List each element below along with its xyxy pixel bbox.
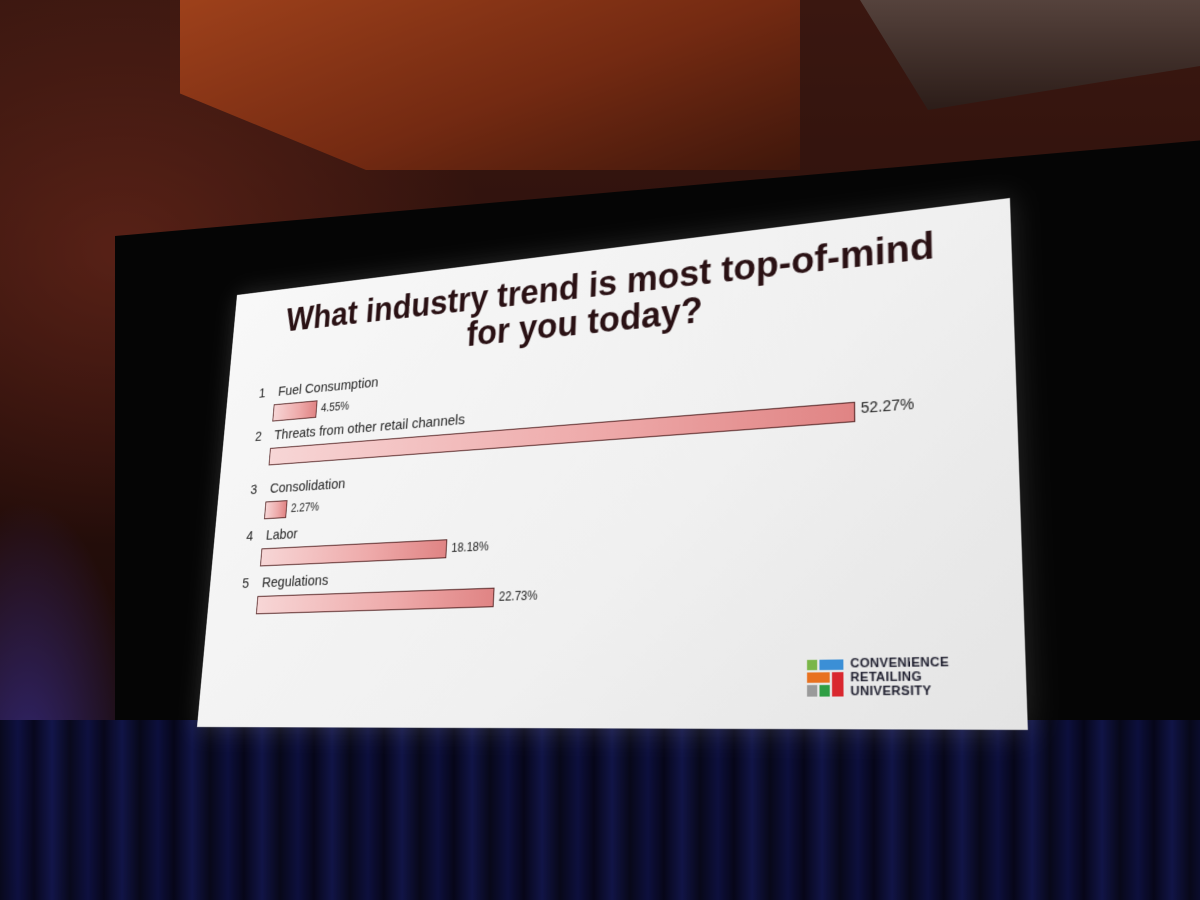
- poll-row-number: 5: [242, 575, 260, 592]
- poll-bar: [272, 400, 317, 421]
- logo-tile: [807, 672, 830, 683]
- poll-row-label: 4 Labor: [246, 526, 299, 545]
- convenience-retailing-university-logo: CONVENIENCE RETAILING UNIVERSITY: [807, 655, 997, 704]
- logo-mark-icon: [807, 659, 844, 696]
- poll-row-number: 2: [254, 428, 271, 445]
- poll-bar: [264, 500, 288, 519]
- logo-tile: [807, 685, 817, 697]
- logo-tile: [807, 660, 817, 670]
- poll-row-number: 4: [246, 528, 264, 545]
- poll-bar-value: 52.27%: [861, 395, 915, 416]
- logo-tile: [832, 672, 844, 696]
- poll-option-text: Fuel Consumption: [278, 374, 379, 399]
- poll-bar-value: 4.55%: [320, 399, 349, 414]
- poll-row-label: 5 Regulations: [242, 572, 329, 592]
- logo-line: UNIVERSITY: [850, 684, 950, 699]
- poll-bar: [256, 588, 495, 615]
- logo-line: CONVENIENCE: [850, 656, 949, 671]
- poll-bar-value: 18.18%: [451, 539, 489, 555]
- poll-row-label: 1 Fuel Consumption: [258, 374, 379, 401]
- poll-row-number: 3: [250, 481, 267, 498]
- poll-option-text: Labor: [265, 526, 298, 544]
- poll-row-number: 1: [258, 385, 275, 402]
- poll-bar-value: 2.27%: [290, 500, 319, 515]
- poll-bar-value: 22.73%: [498, 588, 537, 604]
- logo-line: RETAILING: [850, 670, 949, 685]
- poll-bar: [260, 539, 447, 566]
- poll-option-text: Regulations: [261, 572, 329, 591]
- logo-tile: [820, 685, 830, 697]
- stage-curtain: [0, 720, 1200, 900]
- logo-text: CONVENIENCE RETAILING UNIVERSITY: [850, 656, 950, 699]
- logo-tile: [819, 659, 843, 670]
